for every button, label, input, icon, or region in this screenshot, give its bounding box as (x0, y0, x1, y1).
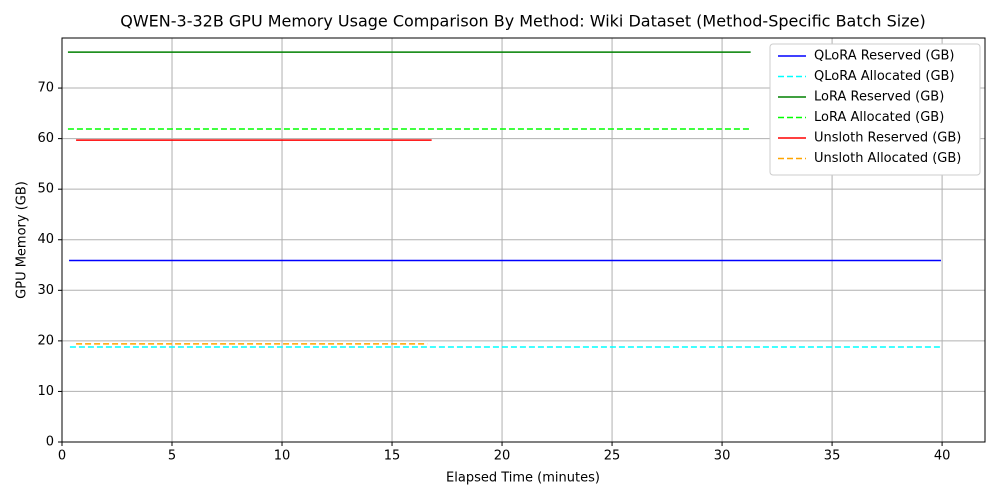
x-tick-label: 25 (604, 449, 621, 464)
x-tick-label: 0 (58, 449, 66, 464)
legend-label: QLoRA Reserved (GB) (814, 49, 955, 64)
x-tick-label: 5 (168, 449, 176, 464)
legend-label: Unsloth Reserved (GB) (814, 131, 961, 146)
y-tick-label: 10 (37, 384, 54, 399)
y-tick-label: 40 (37, 232, 54, 247)
y-tick-label: 70 (37, 81, 54, 96)
x-axis-label: Elapsed Time (minutes) (446, 471, 600, 486)
y-axis-label: GPU Memory (GB) (15, 181, 30, 299)
x-tick-label: 10 (274, 449, 291, 464)
chart-title: QWEN-3-32B GPU Memory Usage Comparison B… (120, 12, 925, 31)
x-tick-label: 20 (494, 449, 511, 464)
x-tick-label: 35 (824, 449, 841, 464)
y-tick-label: 60 (37, 131, 54, 146)
x-tick-label: 15 (384, 449, 401, 464)
y-tick-label: 30 (37, 283, 54, 298)
legend-label: LoRA Allocated (GB) (814, 110, 944, 125)
x-tick-label: 40 (934, 449, 951, 464)
legend-box (769, 43, 981, 176)
y-tick-label: 20 (37, 333, 54, 348)
legend-label: Unsloth Allocated (GB) (814, 151, 961, 166)
y-tick-label: 50 (37, 182, 54, 197)
frame (61, 37, 986, 443)
legend-label: QLoRA Allocated (GB) (814, 69, 955, 84)
x-tick-label: 30 (714, 449, 731, 464)
y-tick-label: 0 (46, 435, 54, 450)
legend-label: LoRA Reserved (GB) (814, 90, 944, 105)
